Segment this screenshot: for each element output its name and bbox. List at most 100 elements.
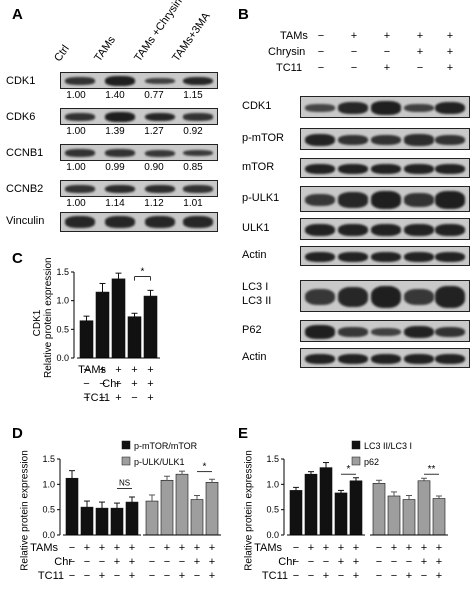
condition-sign: −: [193, 570, 201, 582]
condition-sign: −: [178, 556, 186, 568]
blot-band: [435, 101, 465, 115]
condition-sign: +: [420, 542, 428, 554]
panel-d-label: D: [12, 425, 23, 442]
blot-band: [105, 184, 135, 194]
blot-band: [65, 216, 95, 228]
blot-band: [435, 191, 465, 209]
condition-sign: −: [292, 556, 300, 568]
condition-label: TC11: [261, 570, 288, 582]
condition-sign: −: [83, 570, 91, 582]
col-header-tams: TAMs: [92, 34, 119, 64]
condition-sign: +: [178, 570, 186, 582]
condition-sign: +: [98, 542, 106, 554]
condition-sign: +: [128, 542, 136, 554]
condition-sign: −: [148, 556, 156, 568]
blot-band: [105, 149, 135, 157]
condition-sign: −: [98, 556, 106, 568]
condition-sign: +: [435, 556, 443, 568]
condition-sign: +: [416, 30, 424, 42]
y-tick-label: 1.5: [266, 454, 279, 464]
condition-sign: −: [350, 62, 358, 74]
blot-band: [404, 353, 434, 365]
blot-band: [305, 193, 335, 207]
condition-sign: +: [208, 542, 216, 554]
blot-band: [338, 192, 368, 208]
blot-value: 1.12: [144, 198, 164, 209]
blot-strip: [60, 180, 218, 197]
condition-label: Chr: [102, 378, 120, 390]
bar: [175, 473, 189, 536]
legend-swatch: [351, 456, 361, 466]
bar: [349, 480, 363, 536]
condition-sign: +: [350, 30, 358, 42]
condition-sign: −: [405, 556, 413, 568]
blot-band: [371, 353, 401, 365]
blot-value: 0.85: [183, 162, 203, 173]
legend-label: p62: [364, 457, 379, 467]
blot-value: 1.00: [66, 126, 86, 137]
condition-label: TAMs: [254, 542, 282, 554]
y-tick-label: 0.5: [56, 324, 69, 334]
blot-strip: [300, 128, 470, 150]
blot-value: 1.00: [66, 90, 86, 101]
blot-band: [145, 149, 175, 157]
blot-band: [305, 325, 335, 339]
blot-label: mTOR: [242, 161, 275, 173]
blot-band: [338, 353, 368, 365]
condition-sign: +: [131, 378, 138, 390]
blot-band: [371, 327, 401, 337]
condition-sign: +: [420, 556, 428, 568]
blot-band: [305, 223, 335, 237]
blot-band: [371, 163, 401, 175]
blot-label: P62: [242, 324, 262, 336]
condition-sign: +: [115, 392, 122, 404]
blot-label: Actin: [242, 351, 267, 363]
panel-e-label: E: [238, 425, 249, 442]
condition-sign: +: [405, 570, 413, 582]
condition-sign: +: [446, 30, 454, 42]
panel-c-svg: 0.0 0.5 1.0 1.5 *: [56, 267, 160, 363]
blot-label: Actin: [242, 249, 267, 261]
condition-sign: +: [128, 556, 136, 568]
condition-sign: +: [352, 570, 360, 582]
blot-strip: [60, 72, 218, 89]
condition-sign: −: [83, 364, 90, 376]
bar: [143, 295, 158, 359]
blot-row-label: CCNB1: [6, 147, 44, 159]
panel-a-label: A: [12, 6, 23, 23]
condition-sign: −: [148, 570, 156, 582]
sig-label: *: [141, 267, 145, 278]
condition-sign: −: [131, 392, 138, 404]
blot-label: p-mTOR: [242, 132, 284, 144]
bar: [125, 501, 139, 536]
condition-sign: +: [83, 542, 91, 554]
blot-band: [404, 193, 434, 207]
bar: [145, 500, 159, 536]
blot-label: ULK1: [242, 222, 270, 234]
blot-value: 0.90: [144, 162, 164, 173]
blot-strip: [300, 96, 470, 118]
blot-band: [338, 286, 368, 308]
panel-b-label: B: [238, 6, 249, 23]
blot-band: [183, 185, 213, 193]
blot-label: CDK1: [242, 100, 272, 112]
condition-sign: +: [337, 542, 345, 554]
condition-sign: +: [113, 556, 121, 568]
condition-sign: −: [383, 46, 391, 58]
blot-band: [371, 285, 401, 309]
bar: [417, 480, 431, 536]
condition-sign: +: [193, 556, 201, 568]
y-tick-label: 1.5: [42, 454, 55, 464]
blot-band: [183, 216, 213, 228]
blot-value: 0.99: [105, 162, 125, 173]
blot-band: [305, 104, 335, 112]
blot-band: [371, 251, 401, 263]
bar: [319, 467, 333, 536]
y-tick-label: 0.5: [42, 505, 55, 515]
condition-sign: +: [352, 542, 360, 554]
bar: [110, 507, 124, 536]
condition-label: Chrysin: [268, 46, 306, 58]
blot-band: [435, 286, 465, 308]
condition-label: Chr: [54, 556, 72, 568]
blot-strip: [300, 218, 470, 240]
